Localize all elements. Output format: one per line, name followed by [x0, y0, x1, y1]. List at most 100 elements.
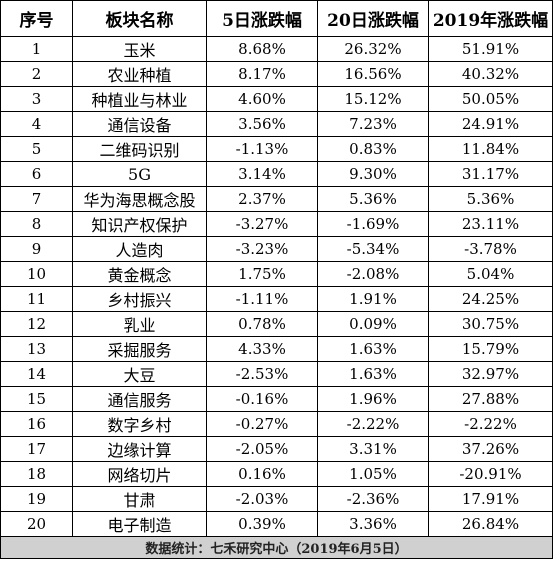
cell-sector-name: 边缘计算 — [72, 436, 207, 462]
table-row: 2 农业种植 8.17% 16.56% 40.32% — [0, 61, 553, 87]
cell-20day-change: -5.34% — [317, 236, 429, 262]
cell-sector-name: 农业种植 — [72, 61, 207, 87]
cell-5day-change: -2.05% — [206, 436, 318, 462]
cell-index: 2 — [0, 61, 73, 87]
cell-ytd-change: 31.17% — [428, 161, 553, 187]
table-row: 1 玉米 8.68% 26.32% 51.91% — [0, 36, 553, 62]
cell-index: 5 — [0, 136, 73, 162]
cell-sector-name: 华为海思概念股 — [72, 186, 207, 212]
cell-20day-change: -2.08% — [317, 261, 429, 287]
cell-20day-change: 9.30% — [317, 161, 429, 187]
cell-ytd-change: 5.36% — [428, 186, 553, 212]
table-row: 15 通信服务 -0.16% 1.96% 27.88% — [0, 386, 553, 412]
cell-5day-change: -1.11% — [206, 286, 318, 312]
cell-sector-name: 玉米 — [72, 36, 207, 62]
cell-ytd-change: 17.91% — [428, 486, 553, 512]
cell-sector-name: 5G — [72, 161, 207, 187]
source-note: 数据统计：七禾研究中心（2019年6月5日） — [0, 536, 553, 559]
cell-20day-change: 26.32% — [317, 36, 429, 62]
cell-index: 9 — [0, 236, 73, 262]
cell-ytd-change: -20.91% — [428, 461, 553, 487]
table-row: 14 大豆 -2.53% 1.63% 32.97% — [0, 361, 553, 387]
cell-ytd-change: 30.75% — [428, 311, 553, 337]
cell-sector-name: 电子制造 — [72, 511, 207, 537]
cell-sector-name: 知识产权保护 — [72, 211, 207, 237]
cell-index: 6 — [0, 161, 73, 187]
cell-ytd-change: -3.78% — [428, 236, 553, 262]
cell-5day-change: 3.14% — [206, 161, 318, 187]
cell-5day-change: -2.53% — [206, 361, 318, 387]
cell-index: 15 — [0, 386, 73, 412]
table-row: 20 电子制造 0.39% 3.36% 26.84% — [0, 511, 553, 537]
cell-5day-change: 4.60% — [206, 86, 318, 112]
cell-ytd-change: 27.88% — [428, 386, 553, 412]
table-row: 8 知识产权保护 -3.27% -1.69% 23.11% — [0, 211, 553, 237]
table-row: 17 边缘计算 -2.05% 3.31% 37.26% — [0, 436, 553, 462]
table-row: 18 网络切片 0.16% 1.05% -20.91% — [0, 461, 553, 487]
cell-20day-change: -2.22% — [317, 411, 429, 437]
cell-index: 18 — [0, 461, 73, 487]
cell-index: 8 — [0, 211, 73, 237]
cell-ytd-change: 24.91% — [428, 111, 553, 137]
table-row: 9 人造肉 -3.23% -5.34% -3.78% — [0, 236, 553, 262]
cell-index: 1 — [0, 36, 73, 62]
table-row: 7 华为海思概念股 2.37% 5.36% 5.36% — [0, 186, 553, 212]
cell-20day-change: 0.09% — [317, 311, 429, 337]
cell-20day-change: 1.91% — [317, 286, 429, 312]
cell-ytd-change: 15.79% — [428, 336, 553, 362]
table-row: 6 5G 3.14% 9.30% 31.17% — [0, 161, 553, 187]
cell-5day-change: 0.78% — [206, 311, 318, 337]
cell-sector-name: 采掘服务 — [72, 336, 207, 362]
cell-20day-change: 3.31% — [317, 436, 429, 462]
cell-sector-name: 通信服务 — [72, 386, 207, 412]
cell-5day-change: 0.16% — [206, 461, 318, 487]
table-row: 4 通信设备 3.56% 7.23% 24.91% — [0, 111, 553, 137]
cell-sector-name: 人造肉 — [72, 236, 207, 262]
cell-5day-change: -1.13% — [206, 136, 318, 162]
cell-ytd-change: 23.11% — [428, 211, 553, 237]
cell-5day-change: 1.75% — [206, 261, 318, 287]
cell-5day-change: -0.27% — [206, 411, 318, 437]
cell-index: 14 — [0, 361, 73, 387]
cell-index: 20 — [0, 511, 73, 537]
cell-sector-name: 乳业 — [72, 311, 207, 337]
table-row: 12 乳业 0.78% 0.09% 30.75% — [0, 311, 553, 337]
cell-5day-change: -2.03% — [206, 486, 318, 512]
cell-20day-change: 15.12% — [317, 86, 429, 112]
table-row: 13 采掘服务 4.33% 1.63% 15.79% — [0, 336, 553, 362]
table-row: 16 数字乡村 -0.27% -2.22% -2.22% — [0, 411, 553, 437]
cell-index: 11 — [0, 286, 73, 312]
cell-index: 3 — [0, 86, 73, 112]
cell-5day-change: -3.27% — [206, 211, 318, 237]
cell-ytd-change: -2.22% — [428, 411, 553, 437]
table-row: 19 甘肃 -2.03% -2.36% 17.91% — [0, 486, 553, 512]
cell-ytd-change: 40.32% — [428, 61, 553, 87]
cell-20day-change: -1.69% — [317, 211, 429, 237]
table-row: 11 乡村振兴 -1.11% 1.91% 24.25% — [0, 286, 553, 312]
cell-ytd-change: 50.05% — [428, 86, 553, 112]
footer-row: 数据统计：七禾研究中心（2019年6月5日） — [0, 536, 553, 559]
cell-index: 4 — [0, 111, 73, 137]
cell-20day-change: 1.63% — [317, 336, 429, 362]
cell-20day-change: 0.83% — [317, 136, 429, 162]
cell-20day-change: 16.56% — [317, 61, 429, 87]
header-5day-change: 5日涨跌幅 — [206, 0, 318, 37]
cell-index: 7 — [0, 186, 73, 212]
cell-5day-change: 8.17% — [206, 61, 318, 87]
cell-sector-name: 大豆 — [72, 361, 207, 387]
cell-5day-change: 8.68% — [206, 36, 318, 62]
table-row: 5 二维码识别 -1.13% 0.83% 11.84% — [0, 136, 553, 162]
cell-sector-name: 黄金概念 — [72, 261, 207, 287]
cell-5day-change: 3.56% — [206, 111, 318, 137]
cell-sector-name: 数字乡村 — [72, 411, 207, 437]
cell-20day-change: 7.23% — [317, 111, 429, 137]
cell-20day-change: 1.05% — [317, 461, 429, 487]
cell-index: 10 — [0, 261, 73, 287]
cell-sector-name: 通信设备 — [72, 111, 207, 137]
cell-5day-change: -0.16% — [206, 386, 318, 412]
cell-index: 12 — [0, 311, 73, 337]
cell-20day-change: 1.96% — [317, 386, 429, 412]
cell-ytd-change: 32.97% — [428, 361, 553, 387]
cell-index: 19 — [0, 486, 73, 512]
